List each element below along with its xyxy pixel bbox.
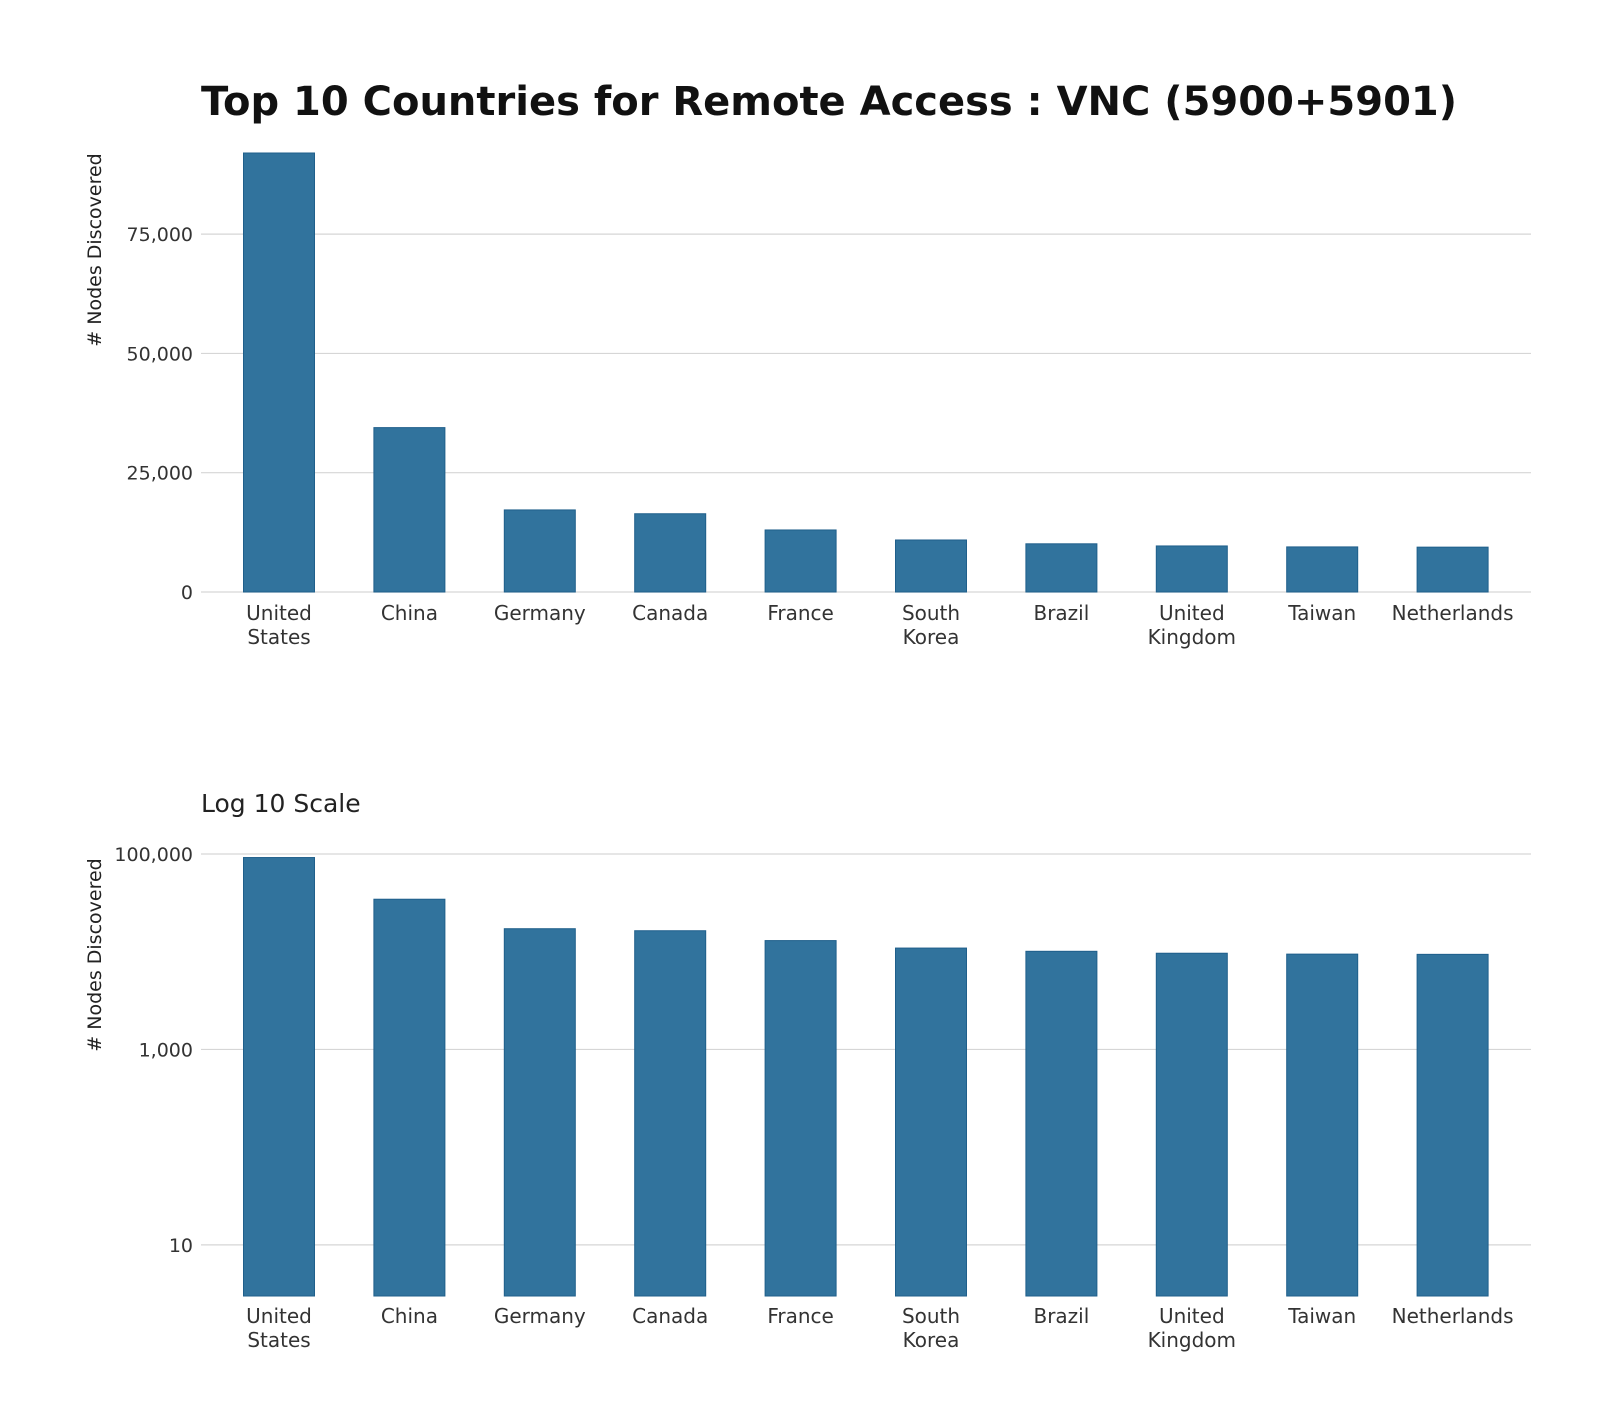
bar xyxy=(1025,543,1098,593)
log-chart-subtitle: Log 10 Scale xyxy=(201,789,361,818)
y-tick-label: 100,000 xyxy=(114,844,193,866)
x-tick-label: United xyxy=(1159,601,1225,625)
bar xyxy=(373,898,446,1297)
bar xyxy=(764,940,837,1297)
bar xyxy=(895,947,967,1297)
chart-title: Top 10 Countries for Remote Access : VNC… xyxy=(201,79,1457,125)
bar xyxy=(1286,546,1359,593)
x-tick-label: Brazil xyxy=(1033,1304,1089,1328)
y-tick-label: 10 xyxy=(169,1235,193,1257)
linear-plot: 0 25,000 50,000 75,000 # Nodes Discovered Uni… xyxy=(84,152,1531,649)
bar xyxy=(243,152,315,593)
x-tick-label: United xyxy=(1159,1304,1225,1328)
x-tick-label: Taiwan xyxy=(1287,601,1356,625)
x-tick-label: Canada xyxy=(632,601,708,625)
x-tick-label: Kingdom xyxy=(1148,1328,1236,1352)
y-axis-label: # Nodes Discovered xyxy=(84,153,106,346)
bar xyxy=(1286,953,1359,1297)
bar xyxy=(1416,953,1489,1297)
x-tick-label: Germany xyxy=(494,601,586,625)
bar xyxy=(1155,952,1228,1297)
y-tick-label: 25,000 xyxy=(127,463,193,485)
x-tick-label: Netherlands xyxy=(1392,1304,1514,1328)
bar xyxy=(503,928,576,1297)
y-tick-label: 50,000 xyxy=(127,343,193,365)
x-tick-label: Netherlands xyxy=(1392,601,1514,625)
x-tick-label: Kingdom xyxy=(1148,625,1236,649)
x-tick-label: South xyxy=(902,1304,960,1328)
bar xyxy=(243,857,315,1297)
x-tick-label: China xyxy=(381,601,438,625)
bar xyxy=(1155,545,1228,593)
x-tick-label: Germany xyxy=(494,1304,586,1328)
x-tick-label: States xyxy=(247,1328,310,1352)
x-tick-label: United xyxy=(246,601,312,625)
y-axis-label: # Nodes Discovered xyxy=(84,858,106,1051)
y-tick-label: 75,000 xyxy=(127,224,193,246)
x-tick-label: United xyxy=(246,1304,312,1328)
x-tick-label: States xyxy=(247,625,310,649)
bar xyxy=(634,513,707,593)
bar xyxy=(895,539,967,593)
x-tick-label: Korea xyxy=(903,625,960,649)
bar xyxy=(634,930,707,1297)
bar xyxy=(764,529,837,593)
bar xyxy=(1416,546,1489,593)
bar xyxy=(373,427,446,593)
x-tick-label: China xyxy=(381,1304,438,1328)
x-tick-label: Korea xyxy=(903,1328,960,1352)
x-tick-label: Taiwan xyxy=(1287,1304,1356,1328)
y-tick-label: 0 xyxy=(181,582,193,604)
bar xyxy=(1025,950,1098,1297)
y-tick-label: 1,000 xyxy=(139,1039,193,1061)
x-tick-label: Canada xyxy=(632,1304,708,1328)
x-tick-label: Brazil xyxy=(1033,601,1089,625)
x-tick-label: France xyxy=(767,601,834,625)
bar xyxy=(503,509,576,593)
x-tick-label: France xyxy=(767,1304,834,1328)
x-tick-label: South xyxy=(902,601,960,625)
